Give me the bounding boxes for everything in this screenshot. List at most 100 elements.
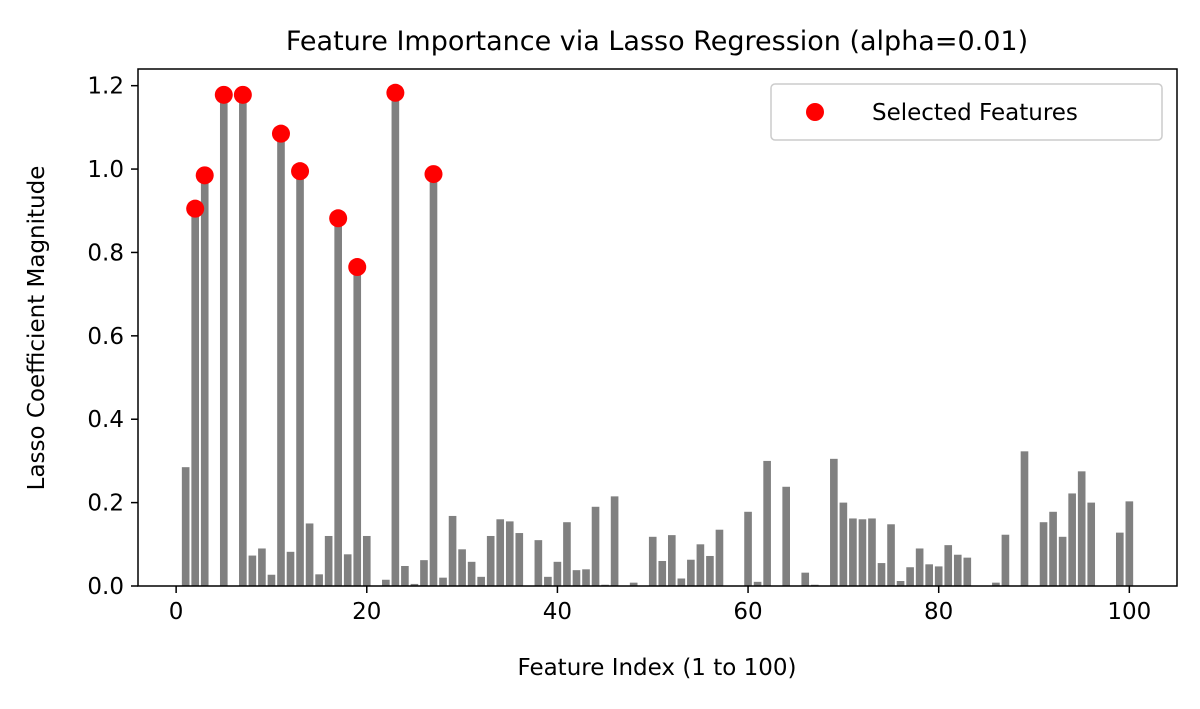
bar-feature-31 <box>467 561 476 586</box>
bar-feature-39 <box>544 576 552 586</box>
bar-feature-16 <box>324 535 333 586</box>
bar-feature-26 <box>420 560 428 586</box>
bar-feature-38 <box>534 540 543 586</box>
selected-point-feature-3 <box>195 166 214 185</box>
bar-feature-89 <box>1020 451 1029 586</box>
bar-feature-27 <box>429 174 438 586</box>
selected-points-group <box>186 83 443 277</box>
legend-label-selected-features: Selected Features <box>872 100 1078 126</box>
bar-feature-46 <box>610 496 619 586</box>
bar-feature-73 <box>868 518 876 586</box>
bar-feature-94 <box>1068 493 1076 586</box>
selected-point-feature-11 <box>271 124 290 143</box>
bar-feature-1 <box>181 467 190 586</box>
bar-feature-33 <box>486 535 495 586</box>
x-tick-label: 20 <box>352 599 381 625</box>
bar-feature-93 <box>1058 536 1067 586</box>
y-tick-label: 1.0 <box>87 157 124 183</box>
x-tick-label: 80 <box>924 599 953 625</box>
bar-feature-69 <box>830 458 838 586</box>
y-tick-label: 1.2 <box>87 74 124 100</box>
bar-feature-61 <box>753 581 762 586</box>
bar-feature-99 <box>1115 532 1124 586</box>
bar-feature-53 <box>677 578 686 586</box>
bar-feature-12 <box>286 551 295 586</box>
bar-feature-56 <box>706 555 714 586</box>
bar-feature-11 <box>277 133 285 587</box>
bar-feature-91 <box>1039 522 1048 586</box>
bar-feature-13 <box>296 171 304 586</box>
bar-feature-25 <box>410 583 419 586</box>
bar-feature-17 <box>334 218 342 586</box>
bar-feature-19 <box>353 267 362 586</box>
y-tick-label: 0.6 <box>87 324 124 350</box>
bar-feature-62 <box>763 460 771 586</box>
bar-feature-34 <box>496 519 505 586</box>
bar-feature-5 <box>219 94 228 586</box>
bar-feature-8 <box>248 555 257 586</box>
bar-feature-57 <box>715 529 724 586</box>
x-tick-label: 0 <box>169 599 184 625</box>
chart-title: Feature Importance via Lasso Regression … <box>286 26 1028 57</box>
x-axis: 0 20 40 60 80 100 <box>169 586 1151 625</box>
bar-feature-18 <box>343 554 352 586</box>
bar-feature-24 <box>401 565 409 586</box>
bar-feature-77 <box>906 567 914 586</box>
bar-feature-7 <box>239 94 247 586</box>
bar-feature-10 <box>267 574 276 586</box>
bar-feature-29 <box>448 515 457 586</box>
selected-point-feature-13 <box>291 162 310 181</box>
bar-feature-2 <box>191 208 200 587</box>
bar-feature-50 <box>648 536 657 586</box>
bar-feature-74 <box>877 563 886 586</box>
x-tick-label: 40 <box>543 599 572 625</box>
bar-feature-76 <box>896 581 905 586</box>
bar-feature-20 <box>362 535 371 586</box>
selected-point-feature-7 <box>233 85 252 104</box>
bar-feature-35 <box>505 521 514 587</box>
bar-feature-83 <box>963 557 972 586</box>
bar-feature-95 <box>1077 471 1086 586</box>
bar-feature-81 <box>944 545 953 586</box>
y-tick-label: 0.8 <box>87 240 124 266</box>
bar-feature-79 <box>925 564 933 586</box>
x-tick-label: 100 <box>1107 599 1151 625</box>
y-axis: 0.0 0.2 0.4 0.6 0.8 1.0 1.2 <box>87 74 138 600</box>
bar-feature-82 <box>953 554 962 586</box>
bar-feature-41 <box>563 522 571 586</box>
bar-feature-100 <box>1125 501 1134 586</box>
bar-feature-40 <box>553 561 562 586</box>
selected-point-feature-27 <box>424 165 443 184</box>
bar-feature-15 <box>315 574 323 586</box>
bar-feature-14 <box>305 523 314 586</box>
bar-feature-64 <box>782 486 790 586</box>
legend: Selected Features <box>770 83 1163 141</box>
bar-feature-3 <box>200 175 209 586</box>
bar-feature-71 <box>849 518 857 586</box>
y-tick-label: 0.0 <box>87 574 124 600</box>
bar-feature-78 <box>915 548 924 586</box>
selected-point-feature-17 <box>329 209 348 228</box>
bar-feature-51 <box>658 560 667 586</box>
bar-feature-42 <box>572 570 581 586</box>
bar-feature-70 <box>839 502 848 586</box>
bar-feature-72 <box>858 519 867 586</box>
legend-marker-selected-features <box>806 103 824 121</box>
selected-point-feature-2 <box>186 199 205 218</box>
bar-feature-92 <box>1049 511 1057 586</box>
legend-box <box>770 83 1163 141</box>
y-tick-label: 0.2 <box>87 491 124 517</box>
bar-feature-55 <box>696 544 705 586</box>
x-tick-label: 60 <box>733 599 762 625</box>
x-axis-label: Feature Index (1 to 100) <box>517 655 796 681</box>
bar-feature-32 <box>477 576 485 586</box>
y-axis-label: Lasso Coefficient Magnitude <box>24 166 50 491</box>
bar-feature-36 <box>515 533 524 586</box>
bar-feature-54 <box>687 559 695 586</box>
bar-feature-60 <box>744 511 752 586</box>
bar-feature-80 <box>934 566 943 586</box>
bar-feature-75 <box>887 524 895 586</box>
bars-group <box>181 92 1134 587</box>
